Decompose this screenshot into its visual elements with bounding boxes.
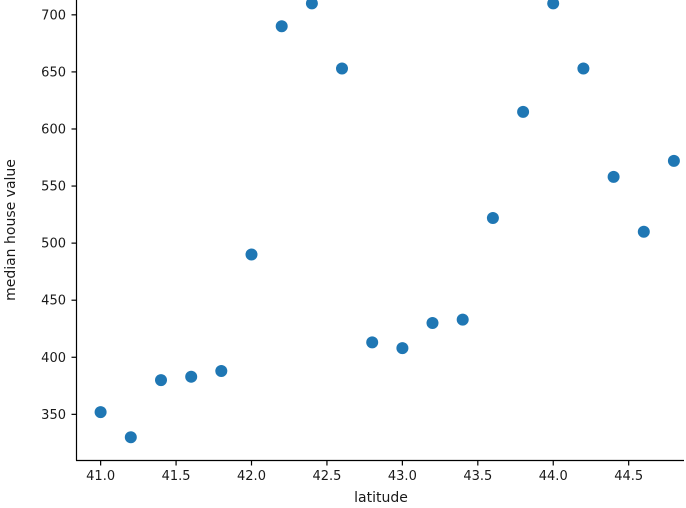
data-point (607, 170, 620, 183)
data-point (245, 248, 258, 261)
y-tick-label: 500 (41, 237, 66, 252)
y-tick-label: 700 (41, 8, 66, 23)
data-point (517, 105, 530, 118)
data-point (577, 62, 590, 75)
x-tick-label: 43.5 (463, 469, 492, 484)
x-axis-ticks: 41.0 41.5 42.0 42.5 43.0 43.5 44.0 44.5 (86, 460, 643, 484)
y-tick-label: 550 (41, 180, 66, 195)
data-point (486, 212, 499, 224)
x-tick-label: 41.0 (86, 469, 115, 484)
y-tick-label: 350 (41, 408, 66, 423)
data-point (185, 370, 198, 383)
scatter-points (94, 0, 680, 444)
data-point (547, 0, 560, 10)
y-tick-label: 650 (41, 65, 66, 80)
data-point (667, 154, 680, 167)
data-point (336, 62, 348, 75)
data-point (155, 374, 167, 387)
data-point (124, 431, 137, 444)
y-axis-label: median house value (3, 159, 19, 301)
x-tick-label: 44.0 (539, 469, 568, 484)
data-point (456, 313, 469, 326)
y-axis-ticks: 350 400 450 500 550 600 650 700 (41, 8, 77, 423)
x-tick-label: 42.0 (237, 469, 266, 484)
data-point (426, 317, 439, 329)
y-tick-label: 600 (41, 123, 66, 138)
x-axis-label: latitude (354, 490, 408, 506)
y-tick-label: 450 (41, 294, 66, 309)
y-tick-label: 400 (41, 351, 66, 366)
data-point (275, 20, 288, 33)
data-point (637, 225, 650, 238)
data-point (305, 0, 318, 10)
data-point (94, 406, 107, 419)
x-tick-label: 43.0 (388, 469, 417, 484)
data-point (215, 365, 228, 377)
x-tick-label: 42.5 (312, 469, 341, 484)
x-tick-label: 44.5 (614, 469, 643, 484)
data-point (366, 336, 379, 349)
data-point (396, 342, 409, 355)
x-tick-label: 41.5 (162, 469, 191, 484)
